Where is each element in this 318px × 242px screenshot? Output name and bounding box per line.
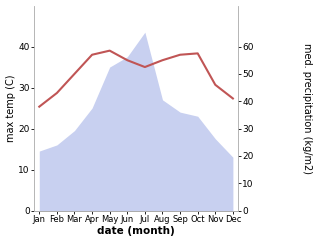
X-axis label: date (month): date (month) — [97, 227, 175, 236]
Y-axis label: max temp (C): max temp (C) — [5, 74, 16, 142]
Y-axis label: med. precipitation (kg/m2): med. precipitation (kg/m2) — [302, 43, 313, 174]
